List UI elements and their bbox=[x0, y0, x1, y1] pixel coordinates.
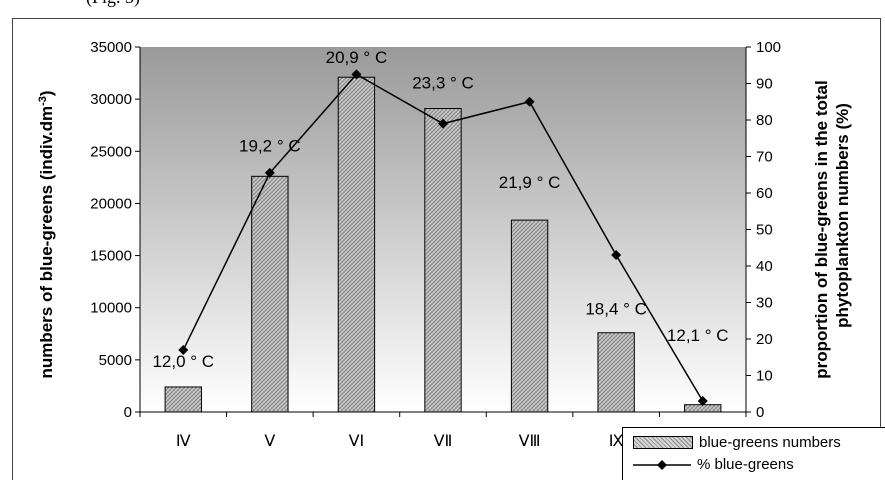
bar bbox=[337, 76, 376, 413]
y-right-tick-label: 10 bbox=[756, 368, 773, 385]
legend-line-symbol bbox=[633, 458, 691, 472]
line-point-marker bbox=[524, 96, 535, 107]
y-left-tick-label: 20000 bbox=[90, 195, 132, 212]
line-point-marker bbox=[611, 250, 622, 261]
y-left-tick-label: 10000 bbox=[90, 300, 132, 317]
legend-item-bars: blue-greens numbers bbox=[633, 434, 841, 451]
page-fragment-text: (Fig. 3) bbox=[86, 0, 140, 8]
x-category-label: ⅤⅠ bbox=[349, 433, 365, 450]
y-left-tick-label: 0 bbox=[124, 404, 132, 421]
x-category-label: Ⅳ bbox=[176, 433, 191, 450]
bar bbox=[597, 332, 635, 413]
y-right-tick-label: 50 bbox=[756, 222, 773, 239]
bar bbox=[510, 219, 549, 413]
y-axis-right-title-line1: proportion of blue-greens in the total bbox=[812, 80, 831, 378]
temperature-label: 20,9 ° C bbox=[326, 48, 388, 67]
temperature-label: 12,0 ° C bbox=[152, 352, 214, 371]
temperature-label: 23,3 ° C bbox=[412, 74, 474, 93]
y-right-tick-label: 70 bbox=[756, 149, 773, 166]
x-category-label: Ⅴ bbox=[264, 433, 275, 450]
x-category-label: ⅤⅡ bbox=[434, 433, 453, 450]
chart-legend: blue-greens numbers % blue-greens bbox=[622, 427, 885, 480]
legend-bar-swatch bbox=[633, 436, 693, 449]
y-right-tick-label: 0 bbox=[756, 404, 764, 421]
x-category-label: ⅤⅢ bbox=[519, 433, 541, 450]
y-axis-left-title: numbers of blue-greens (indiv.dm-3) bbox=[37, 90, 56, 378]
y-left-tick-label: 15000 bbox=[90, 248, 132, 265]
y-right-tick-label: 40 bbox=[756, 258, 773, 275]
y-axis-right-title-line2: phytoplankton numbers (%) bbox=[833, 103, 852, 328]
x-category-label: Ⅸ bbox=[609, 433, 624, 450]
y-left-tick-label: 30000 bbox=[90, 91, 132, 108]
line-point-marker bbox=[264, 167, 275, 178]
temperature-label: 19,2 ° C bbox=[239, 136, 301, 155]
line-point-marker bbox=[438, 118, 448, 129]
y-right-tick-label: 60 bbox=[756, 185, 773, 202]
temperature-label: 12,1 ° C bbox=[667, 326, 729, 345]
temperature-label: 18,4 ° C bbox=[585, 300, 647, 319]
temperature-label: 21,9 ° C bbox=[499, 173, 561, 192]
y-right-tick-label: 20 bbox=[756, 331, 773, 348]
y-right-tick-label: 30 bbox=[756, 295, 773, 312]
line-point-marker bbox=[178, 344, 189, 355]
y-right-tick-label: 80 bbox=[756, 112, 773, 129]
line-point-marker bbox=[697, 396, 708, 407]
bar bbox=[164, 386, 202, 413]
legend-item-line: % blue-greens bbox=[633, 456, 794, 473]
bar bbox=[424, 108, 462, 413]
y-left-tick-label: 35000 bbox=[90, 39, 132, 56]
y-left-tick-label: 25000 bbox=[90, 143, 132, 160]
legend-bar-label: blue-greens numbers bbox=[699, 434, 841, 451]
y-left-tick-label: 5000 bbox=[99, 352, 132, 369]
y-right-tick-label: 100 bbox=[756, 39, 781, 56]
bar bbox=[251, 175, 289, 413]
legend-line-label: % blue-greens bbox=[697, 456, 794, 473]
line-point-marker bbox=[351, 69, 362, 80]
y-right-tick-label: 90 bbox=[756, 76, 773, 93]
